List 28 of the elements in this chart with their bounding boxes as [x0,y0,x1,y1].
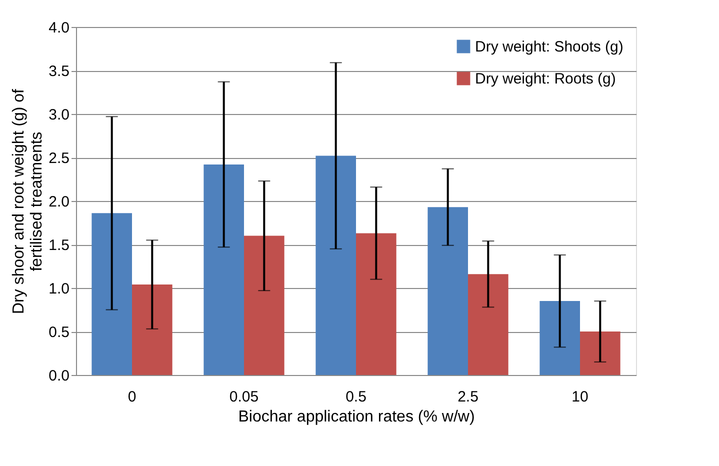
bar [204,164,244,375]
y-tick-label: 4.0 [48,20,70,36]
x-tick-label: 10 [572,388,588,406]
legend-label: Dry weight: Roots (g) [475,70,616,88]
bar [468,274,508,375]
y-tick-label: 2.5 [48,150,70,167]
y-tick-label: 3.0 [48,106,70,124]
bar [92,213,132,375]
bar [580,332,620,375]
bar [244,236,284,375]
bar [132,284,172,375]
y-tick-label: 1.5 [48,237,70,254]
x-tick-label: 0 [128,388,136,406]
bar [356,233,396,375]
y-tick-label: 0.0 [48,368,70,384]
legend-label: Dry weight: Shoots (g) [475,38,624,56]
y-tick-label: 3.5 [48,63,70,80]
y-tick-label: 1.0 [48,280,70,298]
x-tick-label: 2.5 [458,388,478,406]
bar [540,301,580,375]
x-tick-label: 0.05 [229,388,259,406]
x-tick-label: 0.5 [346,388,366,406]
y-axis-title: Dry shoor and root weight (g) of fertilised treatments [10,88,46,314]
bar [316,156,356,375]
y-tick-label: 2.0 [48,194,70,210]
bar [428,207,468,375]
y-tick-label: 0.5 [48,324,70,341]
x-axis-title: Biochar application rates (% w/w) [238,408,475,426]
